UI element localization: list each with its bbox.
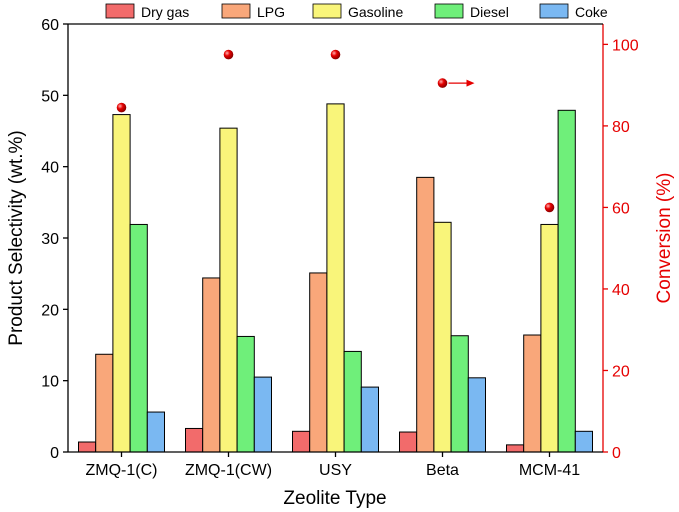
x-axis-title: Zeolite Type xyxy=(283,488,386,509)
legend: Dry gas LPG Gasoline Diesel Coke xyxy=(105,3,608,20)
bar-coke-1 xyxy=(146,411,166,453)
bar-diesel-4 xyxy=(450,335,469,453)
y2-tick-label: 80 xyxy=(612,119,630,136)
y-tick-label: 50 xyxy=(41,88,59,105)
y2-tick-label: 60 xyxy=(612,200,630,217)
x-tick-label: MCM-41 xyxy=(519,462,580,479)
bar-dry-gas-4 xyxy=(399,431,418,453)
left-y-ticks: 0 10 20 30 40 50 60 xyxy=(41,17,68,462)
x-ticks: ZMQ-1(C) ZMQ-1(CW) USY Beta MCM-41 xyxy=(86,452,580,479)
y2-axis-title: Conversion (%) xyxy=(654,173,675,304)
bar-diesel-1 xyxy=(129,223,148,453)
bar-lpg-4 xyxy=(416,176,435,453)
legend-swatch-dry-gas xyxy=(105,3,135,19)
y-tick-label: 40 xyxy=(41,160,59,177)
conversion-point-2 xyxy=(223,49,234,60)
bar-dry-gas-2 xyxy=(185,427,204,453)
bar-lpg-2 xyxy=(202,277,221,453)
legend-swatch-coke xyxy=(539,3,569,19)
bar-diesel-5 xyxy=(557,109,576,453)
legend-label-lpg: LPG xyxy=(257,4,285,20)
x-tick-label: Beta xyxy=(426,462,459,479)
axis-indicator-arrow-head xyxy=(466,79,475,87)
conversion-point-5 xyxy=(544,202,555,213)
bar-gasoline-4 xyxy=(433,221,452,453)
x-tick-label: ZMQ-1(C) xyxy=(86,462,158,479)
legend-swatch-lpg xyxy=(221,3,251,19)
right-y-ticks: 0 20 40 60 80 100 xyxy=(603,37,639,462)
bar-lpg-5 xyxy=(523,334,542,453)
bar-dry-gas-3 xyxy=(292,430,311,453)
y-tick-label: 30 xyxy=(41,231,59,248)
legend-swatch-gasoline xyxy=(312,3,342,19)
y-tick-label: 0 xyxy=(50,445,59,462)
x-tick-label: USY xyxy=(319,462,352,479)
bar-diesel-2 xyxy=(236,335,255,453)
bar-dry-gas-1 xyxy=(78,441,97,453)
bar-coke-2 xyxy=(253,376,273,453)
y-tick-label: 10 xyxy=(41,374,59,391)
bar-gasoline-2 xyxy=(219,127,238,453)
bar-coke-4 xyxy=(467,377,486,453)
conversion-points-layer xyxy=(116,49,555,213)
conversion-point-4 xyxy=(437,78,448,88)
bar-diesel-3 xyxy=(343,350,362,453)
bar-lpg-1 xyxy=(95,353,114,453)
y-tick-label: 60 xyxy=(41,17,59,34)
bar-gasoline-3 xyxy=(326,103,345,453)
y-tick-label: 20 xyxy=(41,302,59,319)
legend-swatch-diesel xyxy=(434,3,464,19)
bar-coke-3 xyxy=(360,386,379,453)
legend-label-coke: Coke xyxy=(575,4,608,20)
bar-lpg-3 xyxy=(309,272,328,453)
conversion-point-3 xyxy=(330,49,341,60)
legend-label-diesel: Diesel xyxy=(470,4,509,20)
bar-gasoline-1 xyxy=(112,114,131,453)
y2-tick-label: 0 xyxy=(612,445,621,462)
bar-dry-gas-5 xyxy=(506,444,525,453)
bar-coke-5 xyxy=(574,430,593,453)
legend-label-dry-gas: Dry gas xyxy=(141,4,189,20)
bars-layer xyxy=(78,103,593,453)
y-axis-title: Product Selectivity (wt.%) xyxy=(6,130,27,345)
y2-tick-label: 100 xyxy=(612,37,639,54)
legend-label-gasoline: Gasoline xyxy=(348,4,403,20)
conversion-point-1 xyxy=(116,102,127,113)
bar-gasoline-5 xyxy=(540,223,559,453)
y2-tick-label: 40 xyxy=(612,282,630,299)
y2-tick-label: 20 xyxy=(612,363,630,380)
x-tick-label: ZMQ-1(CW) xyxy=(185,462,272,479)
